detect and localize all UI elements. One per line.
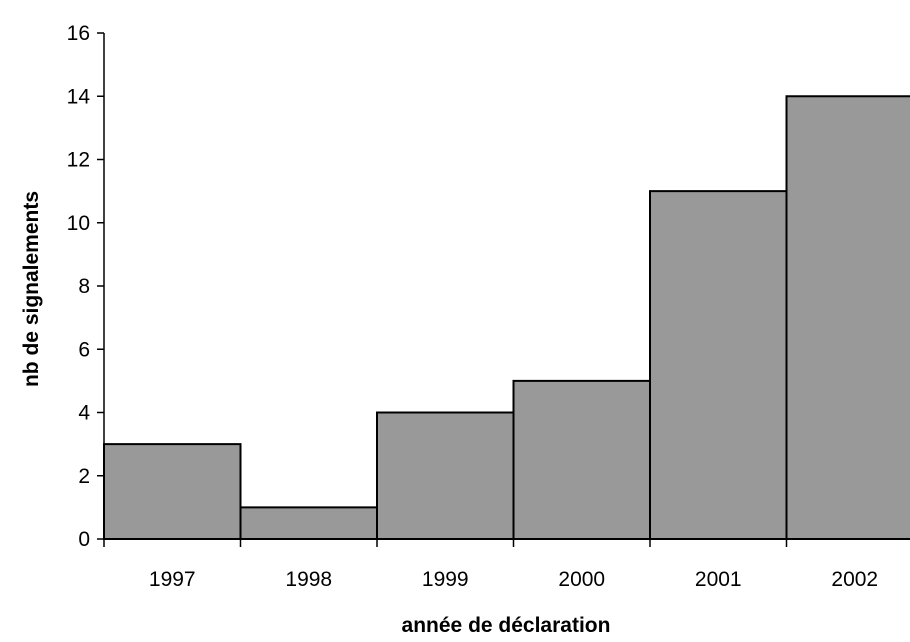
x-tick-label-1997: 1997 — [149, 568, 196, 591]
x-tick-label-1999: 1999 — [422, 568, 469, 591]
x-tick-label-2002: 2002 — [831, 568, 878, 591]
axes-group: 0 2 4 6 8 10 12 14 16 1997 1998 1999 2000 2001 2002 — [67, 22, 910, 591]
y-tick-label-6: 6 — [78, 338, 90, 361]
bar-2002 — [785, 95, 910, 540]
y-tick-label-10: 10 — [67, 212, 90, 235]
y-tick-label-4: 4 — [78, 402, 90, 425]
bar-1997 — [103, 443, 242, 540]
bar-1998 — [239, 506, 378, 540]
bars-group — [103, 95, 910, 540]
y-tick-label-0: 0 — [78, 528, 90, 551]
y-tick-label-16: 16 — [67, 22, 90, 45]
y-tick-label-8: 8 — [78, 275, 90, 298]
x-tick-label-2001: 2001 — [695, 568, 742, 591]
y-tick-label-12: 12 — [67, 149, 90, 172]
bar-2001 — [649, 190, 788, 540]
x-tick-label-2000: 2000 — [558, 568, 605, 591]
y-tick-label-2: 2 — [78, 465, 90, 488]
bar-2000 — [512, 379, 651, 540]
bar-1999 — [376, 411, 515, 540]
y-tick-label-14: 14 — [67, 85, 91, 108]
x-axis-title: année de déclaration — [402, 614, 611, 637]
x-tick-label-1998: 1998 — [285, 568, 332, 591]
y-axis-title: nb de signalements — [20, 191, 43, 387]
